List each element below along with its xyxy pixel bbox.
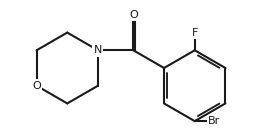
Text: O: O (129, 10, 138, 20)
Text: N: N (94, 45, 102, 55)
Text: Br: Br (208, 116, 220, 126)
Text: F: F (192, 28, 198, 38)
Text: O: O (32, 81, 41, 91)
